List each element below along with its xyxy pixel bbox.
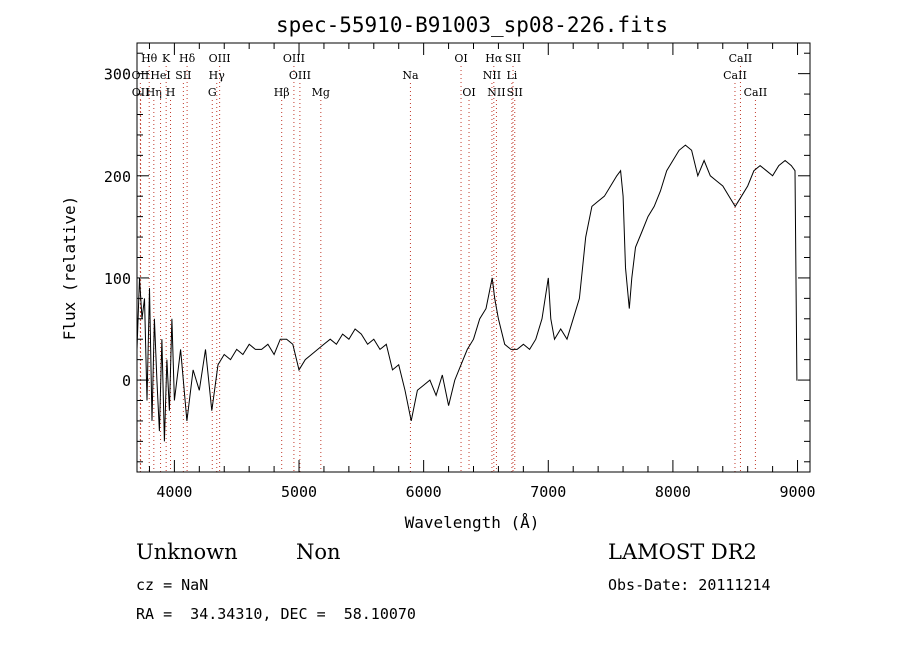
line-marker-label: SII [175, 69, 191, 82]
line-marker-label: Hα [485, 52, 503, 65]
chart-title: spec-55910-B91003_sp08-226.fits [276, 13, 668, 37]
line-marker-label: Li [506, 69, 517, 82]
line-marker-label: OIII [283, 52, 305, 65]
line-marker-label: K [162, 52, 171, 65]
line-marker-label: NII [487, 86, 505, 99]
axis-ticks: 4000 5000 6000 7000 8000 9000 0 100 200 300 [104, 43, 816, 501]
ra-dec-value: RA = 34.34310, DEC = 58.10070 [136, 605, 416, 623]
x-tick-label: 6000 [406, 483, 442, 501]
line-marker-label: OII [132, 86, 150, 99]
line-marker-label: OII [132, 69, 150, 82]
y-tick-label: 300 [104, 66, 131, 84]
x-tick-label: 7000 [530, 483, 566, 501]
y-tick-label: 0 [122, 372, 131, 390]
line-marker-label: CaII [744, 86, 768, 99]
line-marker-label: G [208, 86, 217, 99]
line-marker-label: CaII [723, 69, 747, 82]
series-layer [136, 144, 798, 442]
y-tick-label: 100 [104, 270, 131, 288]
line-marker-label: OIII [289, 69, 311, 82]
y-axis-label: Flux (relative) [60, 196, 79, 341]
x-tick-label: 5000 [281, 483, 317, 501]
line-marker-label: SII [505, 52, 521, 65]
subclass-label: Non [296, 540, 341, 564]
line-marker-label: Hγ [209, 69, 226, 82]
line-marker-label: OI [462, 86, 475, 99]
line-marker-label: Hδ [179, 52, 196, 65]
line-marker-label: H [166, 86, 176, 99]
obs-date-value: Obs-Date: 20111214 [608, 576, 771, 594]
line-marker-label: NII [483, 69, 501, 82]
x-tick-label: 9000 [779, 483, 815, 501]
x-tick-label: 8000 [655, 483, 691, 501]
line-marker-label: Hβ [274, 86, 290, 99]
line-marker-label: CaII [729, 52, 753, 65]
plot-frame [136, 42, 811, 473]
survey-label: LAMOST DR2 [608, 540, 757, 564]
line-marker-label: OIII [209, 52, 231, 65]
x-axis-label: Wavelength (Å) [405, 513, 540, 532]
flux-series-line [136, 144, 798, 442]
line-marker-label: OI [454, 52, 467, 65]
cz-value: cz = NaN [136, 576, 209, 594]
line-marker-label: Hθ [141, 52, 158, 65]
line-marker-label: Hη [146, 86, 162, 99]
class-label: Unknown [136, 540, 238, 564]
y-tick-label: 200 [104, 168, 131, 186]
x-tick-label: 4000 [156, 483, 192, 501]
line-marker-label: Na [402, 69, 419, 82]
line-marker-label: Mg [312, 86, 330, 99]
line-marker-label: HeI [150, 69, 170, 82]
line-marker-label: SII [507, 86, 523, 99]
